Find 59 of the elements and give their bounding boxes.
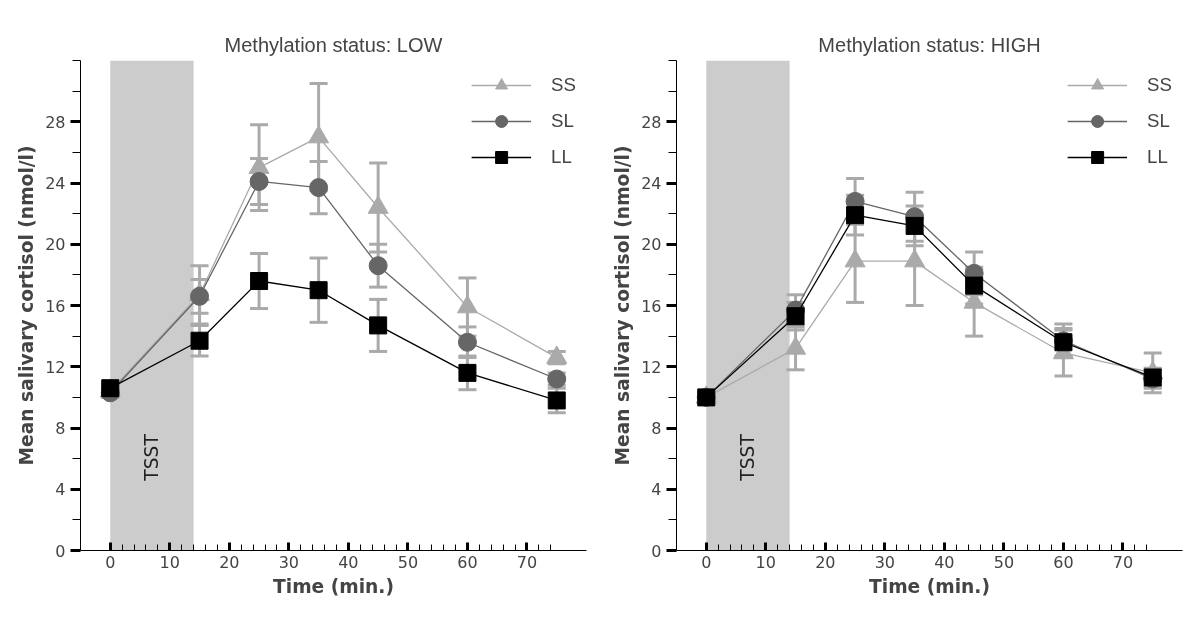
y-tick-label: 16 [45,296,66,316]
y-tick-label: 8 [651,419,662,438]
legend-label: SL [551,110,574,132]
legend-label: LL [1147,146,1168,168]
x-tick-label: 0 [105,552,116,572]
point [458,363,477,382]
x-tick-label: 20 [815,552,836,572]
band-label: TSST [141,433,163,482]
point [190,331,209,350]
y-tick-label: 24 [641,174,662,193]
y-axis-title: Mean salivary cortisol (nmol/l) [16,145,38,466]
y-tick-label: 20 [45,235,66,255]
x-tick-label: 70 [1112,552,1134,572]
legend-label: LL [551,146,572,168]
y-tick-label: 12 [45,357,66,377]
point [308,125,330,144]
x-tick-label: 60 [1053,552,1074,572]
x-tick-label: 50 [993,552,1015,572]
y-tick-label: 12 [641,357,662,377]
y-axis-title: Mean salivary cortisol (nmol/l) [612,145,634,466]
y-tick-label: 16 [641,296,662,316]
x-tick-label: 10 [159,552,180,572]
point [369,316,388,335]
y-tick-label: 20 [641,235,662,255]
y-tick-label: 8 [55,419,66,438]
point [965,276,984,295]
point [190,286,210,306]
y-tick-label: 24 [45,174,66,193]
y-tick-label: 28 [641,112,662,132]
x-tick-label: 10 [755,552,776,572]
x-tick-label: 40 [934,552,955,572]
legend-label: SS [1147,74,1172,96]
x-tick-label: 30 [874,552,896,572]
y-tick-label: 4 [651,480,662,500]
point [249,171,269,191]
point [250,272,269,290]
x-tick-label: 30 [278,552,300,572]
point [457,332,477,352]
point [905,216,924,235]
y-tick-label: 4 [55,480,66,500]
point [309,178,329,198]
x-tick-label: 20 [219,552,240,572]
point [547,391,566,410]
point [368,256,388,276]
point [846,206,865,225]
chart-title: Methylation status: LOW [224,33,443,56]
legend-label: SS [551,74,576,96]
point [309,281,328,300]
x-axis-title: Time (min.) [273,575,394,597]
chart-title: Methylation status: HIGH [818,33,1041,56]
band-label: TSST [737,433,759,482]
x-axis-title: Time (min.) [869,575,990,597]
y-tick-label: 28 [45,112,66,132]
x-tick-label: 60 [457,552,478,572]
x-tick-label: 50 [397,552,419,572]
x-tick-label: 0 [701,552,712,572]
legend-label: SL [1147,110,1170,132]
x-tick-label: 70 [516,552,538,572]
x-tick-label: 40 [338,552,359,572]
